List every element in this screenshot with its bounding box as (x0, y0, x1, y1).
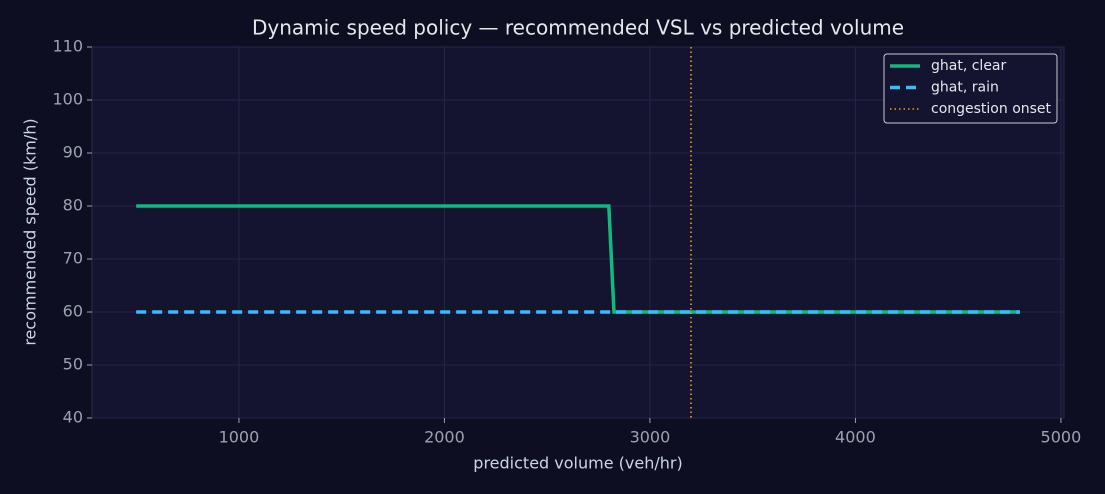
y-tick-label: 60 (63, 302, 83, 321)
y-tick-label: 90 (63, 143, 83, 162)
legend-label: ghat, rain (931, 80, 999, 96)
y-tick-label: 80 (63, 196, 83, 215)
legend-label: congestion onset (931, 101, 1052, 117)
marks (136, 47, 1020, 418)
y-tick-label: 50 (63, 355, 83, 374)
legend-label: ghat, clear (931, 58, 1007, 74)
x-tick-label: 5000 (1041, 428, 1082, 447)
x-tick-label: 4000 (835, 428, 876, 447)
x-axis-label: predicted volume (veh/hr) (473, 454, 682, 473)
x-tick-label: 1000 (219, 428, 260, 447)
y-tick-label: 70 (63, 249, 83, 268)
y-tick-label: 40 (63, 408, 83, 427)
legend: ghat, clear ghat, rain congestion onset (883, 53, 1058, 124)
x-tick-label: 2000 (424, 428, 465, 447)
y-tick-label: 100 (52, 90, 83, 109)
y-axis-label: recommended speed (km/h) (21, 118, 40, 345)
x-tick-label: 3000 (630, 428, 671, 447)
y-tick-label: 110 (52, 37, 83, 56)
chart-title: Dynamic speed policy — recommended VSL v… (252, 16, 904, 40)
legend-box (883, 53, 1058, 124)
